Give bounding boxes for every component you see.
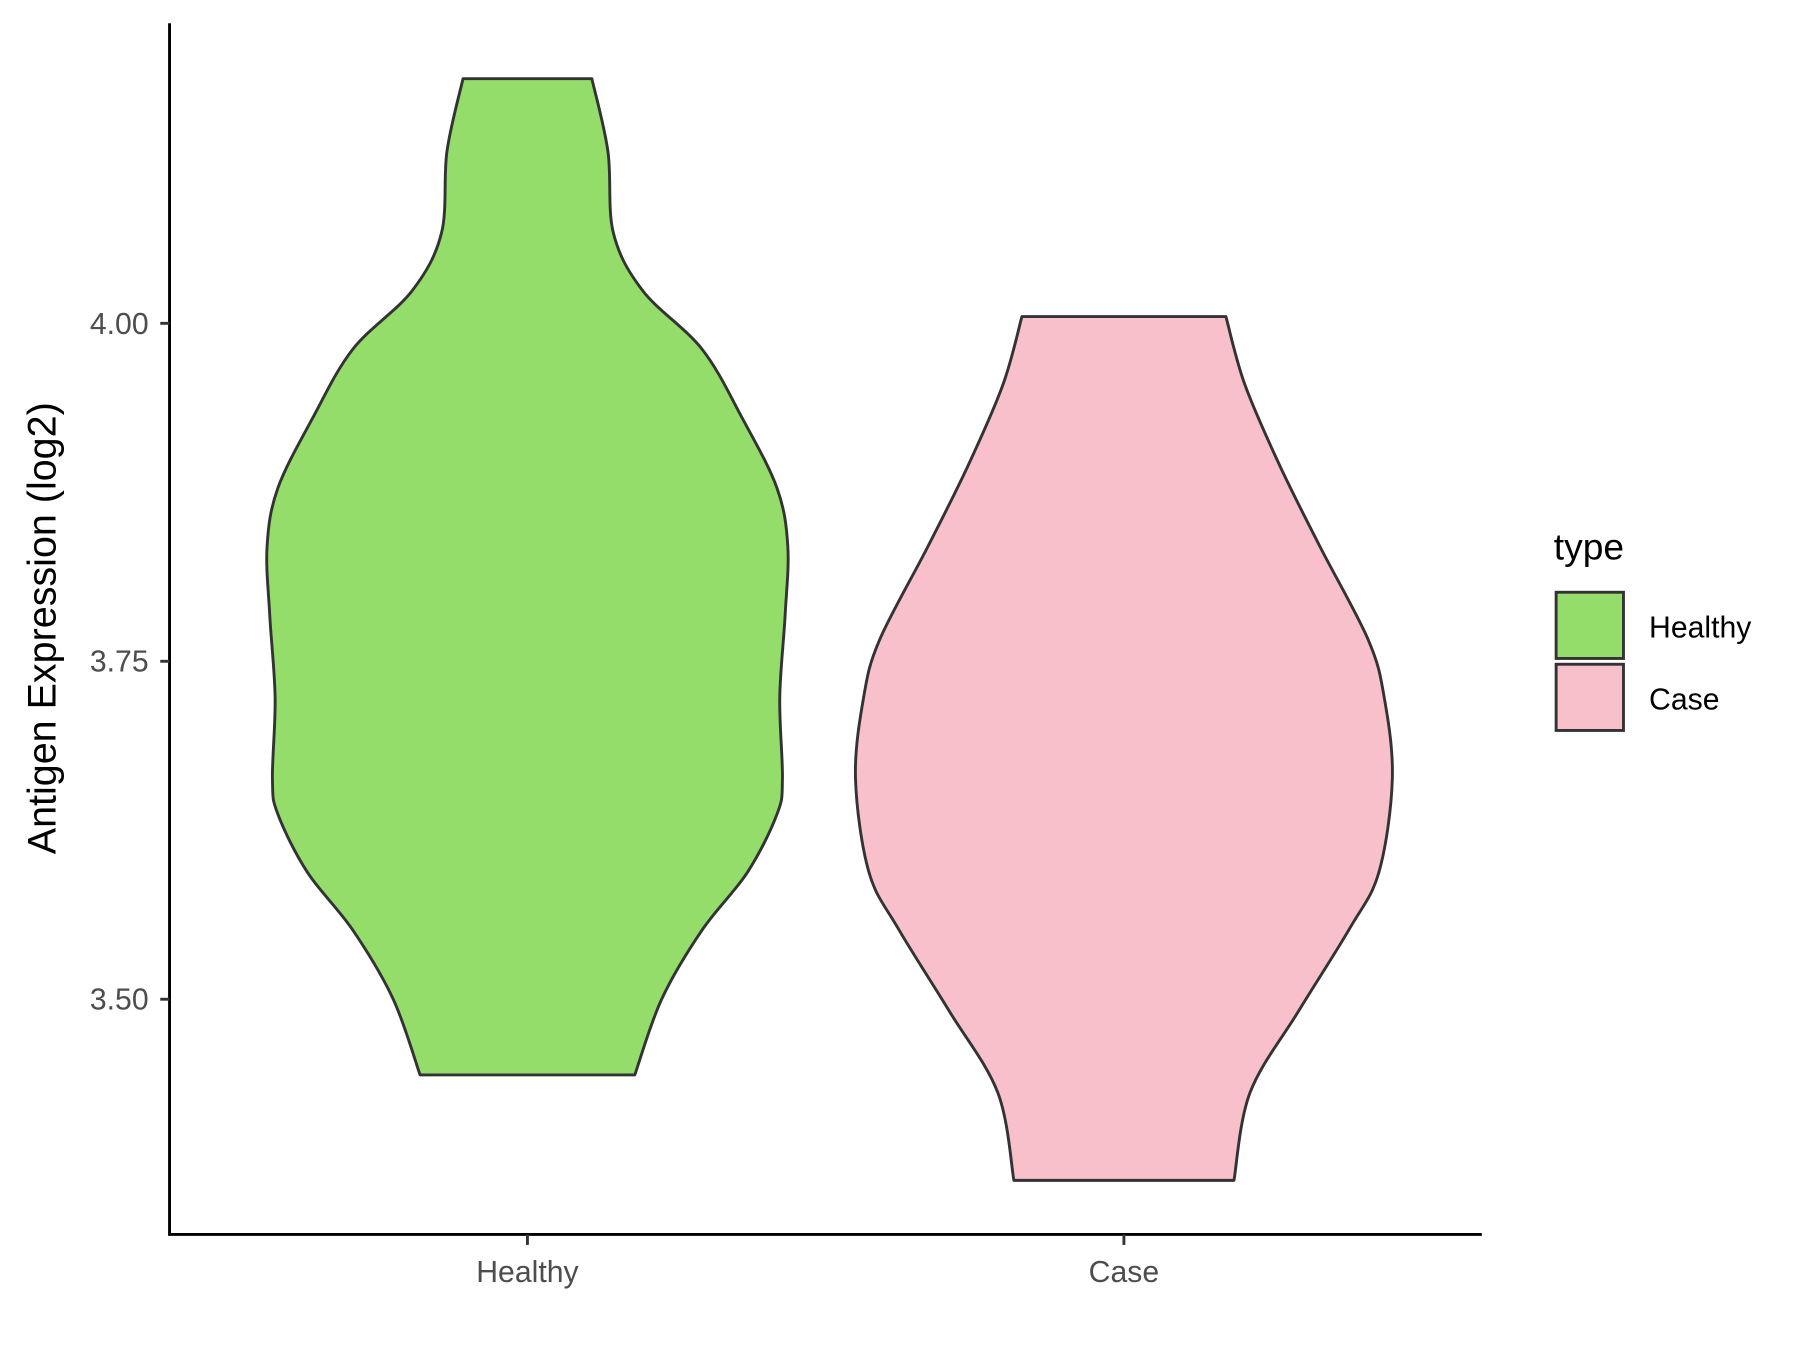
legend-key: [1554, 662, 1625, 732]
y-tick-label: 3.50: [90, 984, 149, 1017]
violin: [853, 315, 1394, 1182]
y-tick-label: 3.75: [90, 646, 149, 679]
y-axis-title: Antigen Expression (log2): [21, 402, 65, 854]
legend-title: type: [1554, 526, 1624, 568]
legend-key: [1554, 590, 1625, 660]
x-tick-label: Healthy: [476, 1256, 579, 1289]
x-tick-label: Case: [1089, 1256, 1159, 1289]
legend-label: Healthy: [1649, 612, 1752, 645]
violin: [265, 77, 790, 1077]
legend-label: Case: [1649, 684, 1719, 717]
y-tick-label: 4.00: [90, 308, 149, 341]
